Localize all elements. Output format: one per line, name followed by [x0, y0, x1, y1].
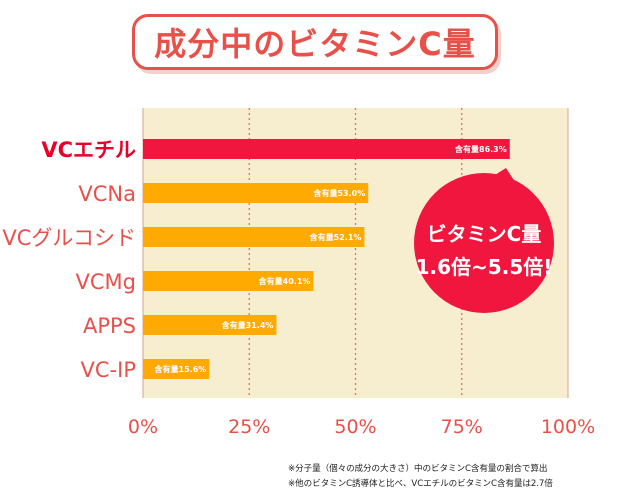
category-label: APPS — [83, 314, 136, 338]
x-tick-label: 50% — [334, 416, 376, 438]
x-tick-label: 25% — [228, 416, 270, 438]
callout-circle — [414, 173, 554, 313]
bar-value-label: 含有量52.1% — [310, 232, 362, 242]
bar-value-label: 含有量31.4% — [222, 320, 274, 330]
x-tick-label: 75% — [441, 416, 483, 438]
callout-tail — [487, 168, 521, 191]
footnote-2: ※他のビタミンC誘導体と比べ、VCエチルのビタミンC含有量は2.7倍 — [288, 479, 553, 489]
bars: 含有量86.3% 含有量53.0% 含有量52.1% 含有量40.1% 含有量31.4%… — [143, 139, 510, 379]
x-tick-labels: 0% 25% 50% 75% 100% — [128, 416, 595, 438]
category-label: VCグルコシド — [2, 226, 136, 250]
category-label: VCNa — [78, 182, 136, 206]
x-tick-label: 100% — [541, 416, 595, 438]
chart-title: 成分中のビタミンC量 — [154, 25, 476, 63]
bar — [143, 183, 369, 203]
callout-line2: 1.6倍~5.5倍! — [416, 255, 553, 279]
bar — [143, 315, 277, 335]
category-labels: VCエチル VCNa VCグルコシド VCMg APPS VC-IP — [2, 138, 136, 382]
callout-line1: ビタミンC量 — [427, 222, 542, 246]
bar-value-label: 含有量53.0% — [313, 188, 365, 198]
bar-value-label: 含有量15.6% — [155, 364, 207, 374]
category-label: VCMg — [76, 270, 136, 294]
bar — [143, 227, 365, 247]
bar — [143, 359, 210, 379]
category-label: VC-IP — [81, 358, 136, 382]
bar — [143, 271, 314, 291]
category-label: VCエチル — [41, 138, 136, 162]
footnote-1: ※分子量（個々の成分の大きさ）中のビタミンC含有量の割合で算出 — [288, 464, 548, 474]
callout-bubble: ビタミンC量 1.6倍~5.5倍! — [414, 168, 554, 313]
bar-value-label: 含有量40.1% — [259, 276, 311, 286]
bar — [143, 139, 510, 159]
x-tick-label: 0% — [128, 416, 158, 438]
bar-value-label: 含有量86.3% — [455, 144, 507, 154]
title-box: 成分中のビタミンC量 — [132, 14, 498, 70]
